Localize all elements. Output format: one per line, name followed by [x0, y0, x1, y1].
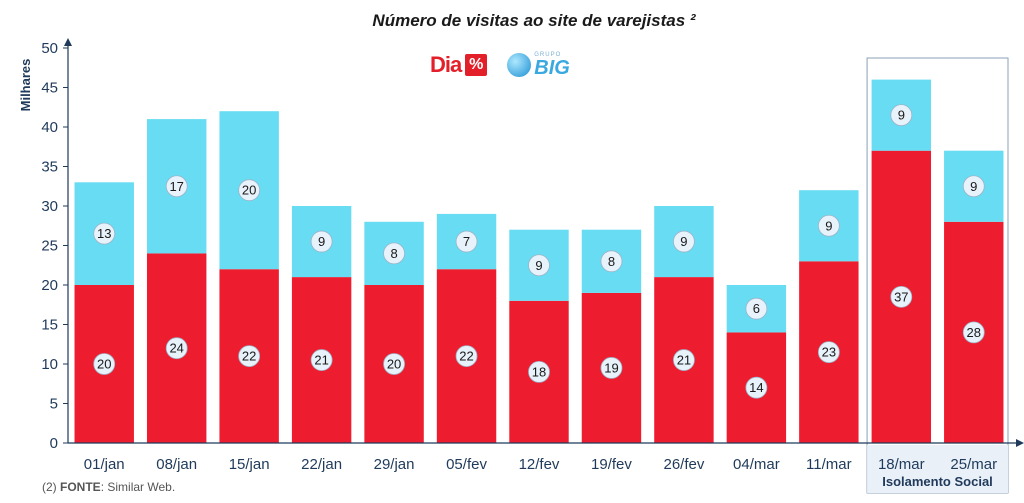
data-label: 21: [314, 353, 328, 368]
source-text: : Similar Web.: [100, 480, 176, 494]
data-label: 14: [749, 380, 763, 395]
data-label: 37: [894, 289, 908, 304]
x-tick-label: 11/mar: [806, 456, 852, 473]
data-label-badge: [890, 104, 913, 127]
x-tick-label: 29/jan: [374, 456, 415, 473]
y-tick-label: 20: [41, 277, 58, 294]
data-label: 6: [753, 301, 760, 316]
data-label-badge: [745, 376, 768, 399]
axes-group: 01/jan 08/jan 15/jan 22/jan 29/jan 05/fev 12/f…: [41, 38, 1024, 473]
y-tick-label: 40: [41, 119, 58, 136]
data-label-badge: [310, 349, 333, 371]
y-tick-label: 5: [50, 396, 58, 413]
data-label-badge: [383, 353, 405, 375]
data-label: 21: [677, 353, 691, 368]
retailer-logos: Dia % GRUPO BIG: [430, 52, 570, 78]
data-label: 8: [390, 246, 397, 261]
grupo-big-logo: GRUPO BIG: [507, 52, 570, 78]
data-label-badge: [165, 175, 188, 198]
y-tick-label: 15: [41, 317, 58, 334]
data-label-badge: [962, 175, 985, 198]
x-tick-label: 19/fev: [591, 456, 632, 473]
data-label-badge: [673, 349, 695, 371]
data-label: 20: [97, 357, 111, 372]
data-label-badge: [93, 222, 116, 245]
data-label-badge: [528, 254, 550, 277]
x-tick-label: 15/jan: [229, 456, 270, 473]
annotation-group: Isolamento Social: [866, 57, 1009, 494]
y-axis-arrow: [64, 38, 72, 46]
y-tick-label: 35: [41, 159, 58, 176]
data-label: 17: [169, 179, 183, 194]
data-label-badge: [817, 341, 840, 364]
y-tick-label: 45: [41, 80, 58, 97]
data-label-badge: [310, 230, 333, 253]
data-label-badge: [383, 242, 405, 265]
data-label-badge: [165, 337, 188, 360]
dia-logo-symbol: %: [465, 54, 488, 76]
annotation-label-bg: [867, 445, 1008, 493]
x-tick-label: 05/fev: [446, 456, 487, 473]
source-prefix: (2): [42, 480, 57, 494]
data-label: 9: [898, 108, 905, 123]
data-label: 20: [387, 357, 401, 372]
x-tick-label: 18/mar: [878, 456, 925, 473]
y-tick-label: 50: [41, 40, 58, 57]
grupo-big-globe-icon: [507, 53, 532, 77]
y-tick-label: 0: [50, 435, 58, 452]
chart-title: Número de visitas ao site de varejistas …: [372, 11, 696, 30]
data-label: 9: [970, 179, 977, 194]
x-tick-label: 01/jan: [84, 456, 125, 473]
x-tick-label: 12/fev: [519, 456, 560, 473]
data-label: 28: [967, 325, 981, 340]
data-label: 20: [242, 183, 256, 198]
data-label: 22: [242, 349, 256, 364]
data-label-badge: [455, 345, 478, 368]
x-tick-label: 26/fev: [663, 456, 704, 473]
data-label: 22: [459, 349, 473, 364]
data-label-badge: [745, 297, 768, 320]
data-label: 13: [97, 226, 111, 241]
dia-logo: Dia %: [430, 52, 488, 78]
x-tick-label: 04/mar: [733, 456, 780, 473]
data-label-badge: [238, 345, 261, 368]
data-label-badge: [673, 230, 695, 253]
data-label-badge: [600, 250, 623, 273]
data-label-badge: [890, 285, 913, 308]
data-label: 23: [822, 345, 836, 360]
data-label: 7: [463, 234, 470, 249]
y-axis-label: Milhares: [18, 59, 33, 112]
data-label: 9: [535, 258, 542, 273]
data-label-badge: [455, 230, 478, 253]
x-tick-label: 22/jan: [301, 456, 342, 473]
x-axis-arrow: [1016, 439, 1024, 447]
data-label: 9: [825, 218, 832, 233]
grupo-big-small-text: GRUPO: [534, 52, 562, 58]
source-note: (2) FONTE: Similar Web.: [42, 480, 175, 494]
data-label: 9: [318, 234, 325, 249]
data-label: 19: [604, 360, 618, 375]
source-label: FONTE: [60, 480, 101, 494]
y-tick-label: 10: [41, 356, 58, 373]
y-tick-label: 30: [41, 198, 58, 215]
data-label: 24: [169, 341, 183, 356]
data-label-badge: [962, 321, 985, 344]
grupo-big-main-text: BIG: [534, 57, 570, 79]
data-label-badge: [600, 357, 623, 379]
x-tick-label: 25/mar: [950, 456, 997, 473]
data-label: 8: [608, 254, 615, 269]
data-label-badge: [93, 353, 116, 375]
annotation-label: Isolamento Social: [882, 474, 993, 489]
data-label: 9: [680, 234, 687, 249]
data-label-badge: [238, 179, 261, 202]
data-label-badge: [528, 360, 550, 383]
x-tick-label: 08/jan: [156, 456, 197, 473]
dia-logo-text: Dia: [430, 52, 462, 77]
y-tick-label: 25: [41, 238, 58, 255]
data-label-badge: [817, 214, 840, 237]
data-label: 18: [532, 364, 546, 379]
data-labels-group: 20 13 24 17 22 20 21 9 20 8 22 7 18 9 19 8 21 9 14 6 23 9 37 9 2…: [93, 104, 985, 399]
